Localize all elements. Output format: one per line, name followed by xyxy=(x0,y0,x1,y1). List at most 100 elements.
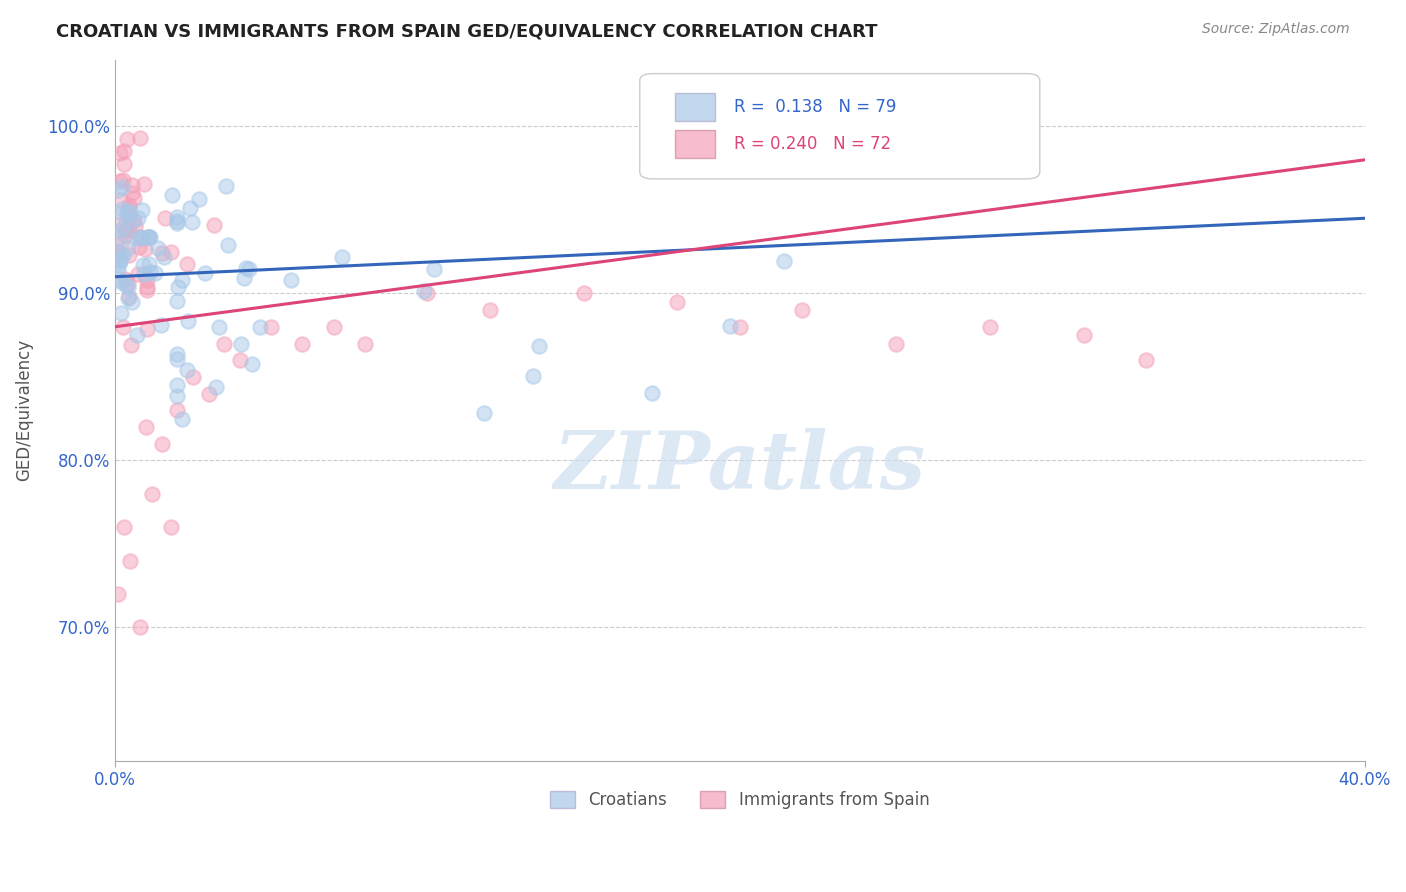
Point xyxy=(112,248,135,262)
Point xyxy=(181,215,204,229)
Point xyxy=(217,237,239,252)
Point xyxy=(110,275,132,289)
Point xyxy=(141,487,163,501)
Point xyxy=(139,265,162,279)
Point xyxy=(136,230,159,244)
Point xyxy=(718,319,741,334)
Point xyxy=(121,186,143,200)
Point xyxy=(112,520,135,534)
Point xyxy=(215,179,238,194)
Point xyxy=(115,222,138,236)
Point xyxy=(231,336,253,351)
Point xyxy=(979,319,1001,334)
Point xyxy=(115,207,138,221)
Point xyxy=(166,214,188,228)
Point xyxy=(117,291,139,305)
Point xyxy=(572,286,595,301)
Point xyxy=(150,246,173,260)
Point xyxy=(423,262,446,277)
Bar xyxy=(675,94,714,121)
Point xyxy=(128,240,150,254)
Point xyxy=(162,188,184,202)
Point xyxy=(229,353,252,368)
Point xyxy=(322,319,344,334)
Point xyxy=(112,219,135,234)
Point xyxy=(232,271,254,285)
Point xyxy=(134,242,156,256)
Point xyxy=(139,229,162,244)
Point xyxy=(125,327,148,342)
Point xyxy=(138,230,160,244)
Point xyxy=(166,279,188,293)
Point xyxy=(166,403,188,417)
Point xyxy=(117,241,139,255)
Point xyxy=(138,257,160,271)
Point xyxy=(412,284,434,298)
Point xyxy=(111,206,134,220)
Point xyxy=(110,235,132,250)
Point xyxy=(188,192,211,206)
Point xyxy=(125,231,148,245)
Point xyxy=(170,411,193,425)
Point xyxy=(166,211,188,225)
Point xyxy=(238,261,260,276)
Point xyxy=(166,388,188,402)
Point xyxy=(353,336,375,351)
Point xyxy=(107,244,129,259)
Point xyxy=(240,357,263,371)
Bar xyxy=(675,129,714,158)
Point xyxy=(212,336,235,351)
Point xyxy=(111,180,134,194)
Point xyxy=(117,210,139,224)
Point xyxy=(117,279,139,293)
Point xyxy=(181,370,204,384)
Point xyxy=(107,271,129,285)
Point xyxy=(166,347,188,361)
Point xyxy=(122,190,145,204)
Point xyxy=(166,378,188,392)
Point xyxy=(416,286,439,301)
Point xyxy=(197,386,219,401)
Point xyxy=(114,228,136,243)
Point xyxy=(118,290,141,304)
Point xyxy=(129,230,152,244)
Point xyxy=(1135,353,1157,368)
Point xyxy=(177,314,200,328)
Point xyxy=(135,280,157,294)
Point xyxy=(121,294,143,309)
Point xyxy=(522,369,544,384)
Point xyxy=(107,246,129,260)
Point xyxy=(150,436,173,450)
Point xyxy=(176,363,198,377)
Point xyxy=(107,587,129,601)
Point xyxy=(249,319,271,334)
Point xyxy=(166,351,188,366)
Point xyxy=(529,339,551,353)
Point xyxy=(117,202,139,216)
Point xyxy=(131,231,153,245)
Point xyxy=(640,386,662,401)
Point xyxy=(108,174,131,188)
Point xyxy=(114,272,136,286)
Point xyxy=(136,273,159,287)
Point xyxy=(160,520,183,534)
Point xyxy=(166,294,188,309)
Point xyxy=(772,254,794,268)
Text: ZIPatlas: ZIPatlas xyxy=(554,427,925,505)
Legend: Croatians, Immigrants from Spain: Croatians, Immigrants from Spain xyxy=(543,784,936,816)
Point xyxy=(1073,328,1095,343)
Point xyxy=(666,294,689,309)
Point xyxy=(138,229,160,244)
Point xyxy=(107,248,129,262)
Y-axis label: GED/Equivalency: GED/Equivalency xyxy=(15,339,32,482)
Point xyxy=(108,253,131,268)
Point xyxy=(332,251,354,265)
Point xyxy=(107,231,129,245)
Point xyxy=(110,306,132,320)
Point xyxy=(120,338,142,352)
Point xyxy=(728,319,751,334)
Point xyxy=(159,245,181,260)
Point xyxy=(117,222,139,236)
Point xyxy=(280,273,302,287)
Point xyxy=(146,241,169,255)
